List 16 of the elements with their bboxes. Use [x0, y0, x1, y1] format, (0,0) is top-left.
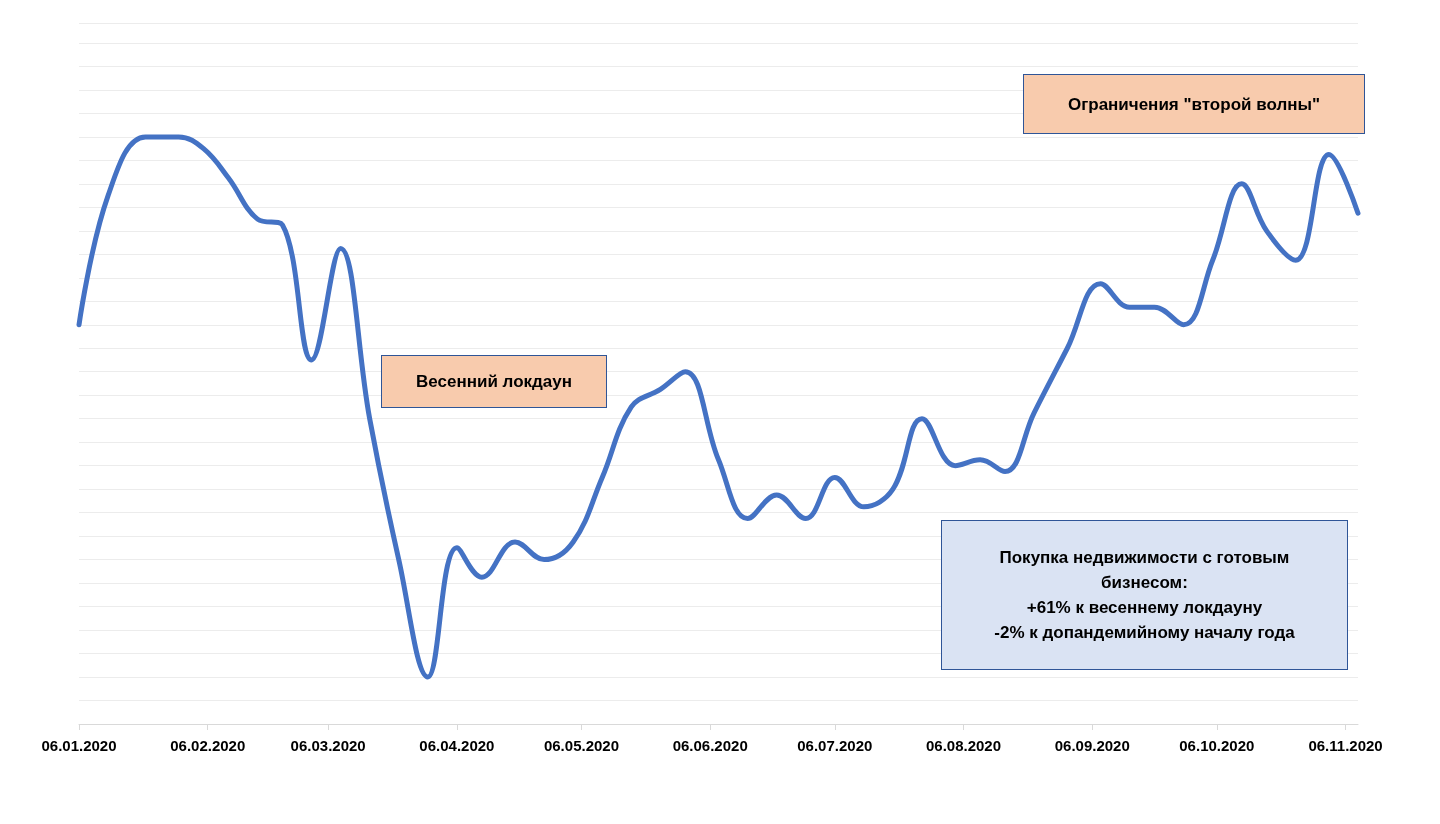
note-box: Весенний локдаун [381, 355, 607, 408]
x-tick-label: 06.11.2020 [1308, 737, 1383, 754]
x-tick-label: 06.04.2020 [419, 737, 495, 754]
x-tick-label: 06.07.2020 [797, 737, 873, 754]
x-tick-label: 06.10.2020 [1179, 737, 1255, 754]
x-tick-label: 06.02.2020 [170, 737, 246, 754]
x-tick-label: 06.03.2020 [290, 737, 366, 754]
note-box: Покупка недвижимости с готовым бизнесом: +61% к весеннему локдауну -2% к допандемийному началу года [941, 520, 1348, 670]
x-tick-label: 06.09.2020 [1054, 737, 1130, 754]
x-tick-label: 06.01.2020 [41, 737, 117, 754]
annotation: Покупка недвижимости с готовым бизнесом: +61% к весеннему локдауну -2% к допандемийному началу года [994, 547, 1295, 644]
note-box: Ограничения "второй волны" [1023, 74, 1365, 134]
x-tick-label: 06.08.2020 [925, 737, 1002, 754]
x-tick-label: 06.05.2020 [543, 737, 619, 754]
x-tick-label: 06.06.2020 [672, 737, 748, 754]
annotation: Весенний локдаун [415, 371, 572, 393]
